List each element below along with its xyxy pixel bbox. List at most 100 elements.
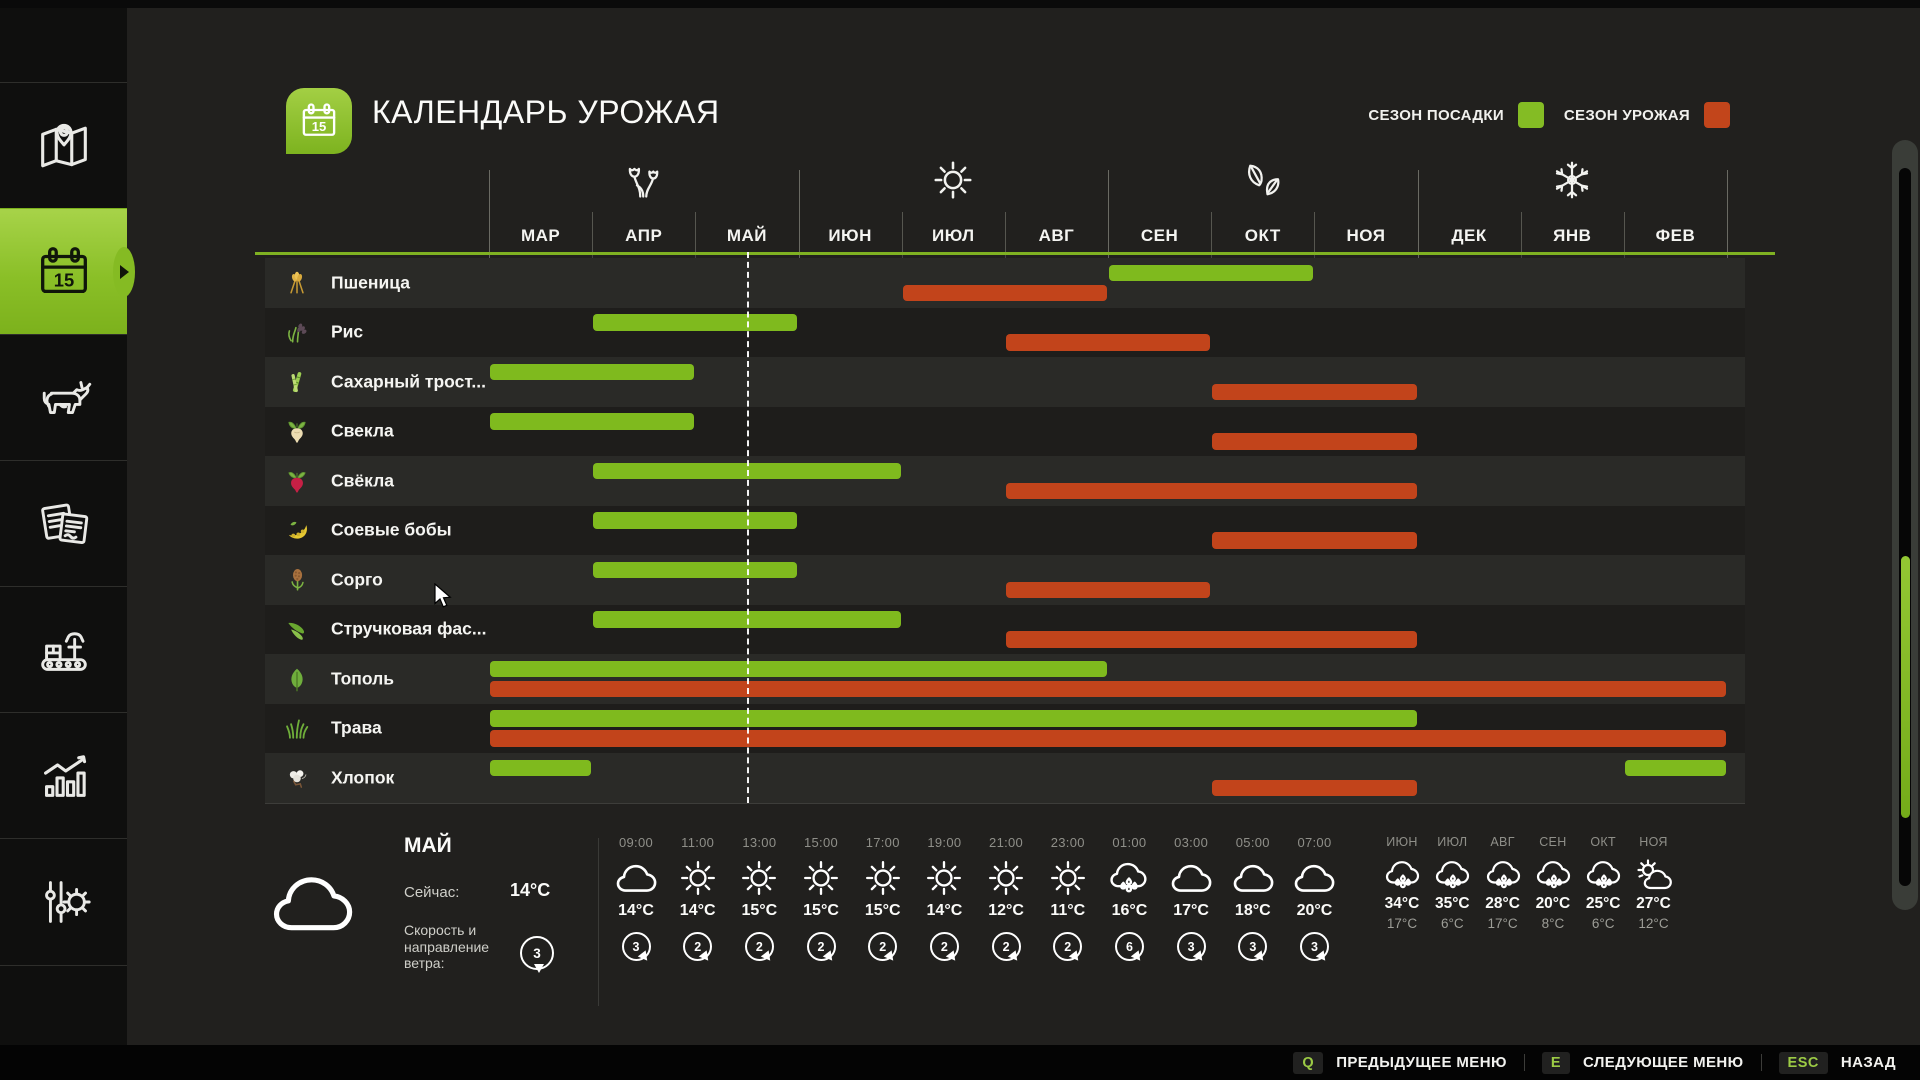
- monthly-forecast-ОКТ: ОКТ 25°C 6°C: [1577, 835, 1629, 931]
- forecast-icon-wrap: [674, 856, 722, 900]
- hourly-forecast-05:00: 05:00 18°C 3: [1223, 835, 1283, 961]
- wind-label: Скорость и направление ветра:: [404, 922, 490, 971]
- shortcut-divider: [1523, 1054, 1525, 1071]
- forecast-time: 19:00: [927, 835, 962, 850]
- crop-name: Пшеница: [331, 272, 410, 293]
- weather-panel: МАЙ Сейчас: 14°C Скорость и направление …: [0, 820, 1920, 1020]
- key-badge: ESC: [1778, 1051, 1828, 1074]
- forecast-temp: 17°C: [1173, 902, 1209, 919]
- cotton-icon: [284, 765, 310, 791]
- hourly-forecast-21:00: 21:00 12°C 2: [976, 835, 1036, 961]
- crop-name: Стручковая фас...: [331, 618, 487, 639]
- sidebar-item-map[interactable]: [0, 82, 127, 209]
- forecast-wind-badge: 3: [1176, 932, 1206, 961]
- forecast-wind-badge: 3: [621, 932, 651, 961]
- forecast-icon-wrap: [920, 856, 968, 900]
- forecast-time: 11:00: [681, 835, 715, 850]
- sidebar-item-production[interactable]: [0, 586, 127, 713]
- forecast-time: 13:00: [742, 835, 777, 850]
- sun-icon: [1044, 856, 1092, 900]
- shortcut-label: НАЗАД: [1840, 1054, 1896, 1071]
- shortcut-bar: Q ПРЕДЫДУЩЕЕ МЕНЮ E СЛЕДУЮЩЕЕ МЕНЮ ESC НАЗАД: [0, 1045, 1920, 1080]
- statistics-icon: [33, 745, 95, 807]
- rain-icon: [1431, 855, 1475, 895]
- sun-icon: [735, 856, 783, 900]
- crop-row-8[interactable]: Стручковая фас...: [265, 604, 1745, 654]
- beans-icon: [284, 616, 310, 642]
- forecast-time: 23:00: [1050, 835, 1085, 850]
- crop-row-3[interactable]: Сахарный трост...: [265, 357, 1745, 407]
- forecast-temp-max: 25°C: [1585, 895, 1621, 912]
- shortcut-e[interactable]: E СЛЕДУЮЩЕЕ МЕНЮ: [1541, 1051, 1744, 1074]
- crop-name: Трава: [331, 717, 382, 738]
- sun-icon: [797, 856, 845, 900]
- crop-row-5[interactable]: Свёкла: [265, 456, 1745, 506]
- forecast-temp-max: 28°C: [1485, 895, 1520, 912]
- hourly-forecast-17:00: 17:00 15°C 2: [853, 835, 913, 961]
- forecast-icon-wrap: [612, 856, 660, 900]
- forecast-icon-wrap: [1229, 856, 1277, 900]
- crop-name: Рис: [331, 321, 364, 342]
- forecast-wind-badge: 2: [683, 932, 713, 961]
- rain-icon: [1105, 856, 1153, 900]
- legend-planting-label: СЕЗОН ПОСАДКИ: [1368, 106, 1504, 124]
- monthly-forecast-АВГ: АВГ 28°C 17°C: [1477, 835, 1529, 931]
- grass-icon: [284, 715, 310, 741]
- forecast-temp-min: 17°C: [1487, 916, 1518, 931]
- sun-icon: [859, 856, 907, 900]
- monthly-forecast-ИЮН: ИЮН 34°C 17°C: [1376, 835, 1428, 931]
- forecast-wind-badge: 2: [929, 932, 959, 961]
- crop-row-7[interactable]: Сорго: [265, 555, 1745, 605]
- cloud-icon: [1167, 856, 1215, 900]
- forecast-wind-badge: 2: [806, 932, 836, 961]
- sidebar-item-statistics[interactable]: [0, 712, 127, 839]
- sun-icon: [982, 856, 1030, 900]
- shortcut-esc[interactable]: ESC НАЗАД: [1778, 1051, 1896, 1074]
- production-icon: [33, 619, 95, 681]
- forecast-time: 17:00: [865, 835, 900, 850]
- cow-icon: [33, 367, 95, 429]
- cloud-icon: [1229, 856, 1277, 900]
- sidebar-item-animals[interactable]: [0, 334, 127, 461]
- forecast-wind-badge: 2: [868, 932, 898, 961]
- map-icon: [33, 115, 95, 177]
- shortcut-q[interactable]: Q ПРЕДЫДУЩЕЕ МЕНЮ: [1293, 1051, 1507, 1074]
- crop-row-6[interactable]: Соевые бобы: [265, 505, 1745, 555]
- forecast-temp-min: 6°C: [1440, 916, 1464, 931]
- shortcut-label: ПРЕДЫДУЩЕЕ МЕНЮ: [1336, 1054, 1507, 1071]
- current-temperature: 14°C: [510, 880, 551, 900]
- page-title: КАЛЕНДАРЬ УРОЖАЯ: [372, 94, 720, 130]
- crop-row-2[interactable]: Рис: [265, 307, 1745, 357]
- sidebar-item-contracts[interactable]: [0, 460, 127, 587]
- forecast-wind-badge: 6: [1114, 932, 1144, 961]
- forecast-temp-max: 35°C: [1434, 895, 1470, 912]
- rain-icon: [1482, 855, 1526, 895]
- sun-icon: [674, 856, 722, 900]
- shortcut-divider: [1760, 1054, 1762, 1071]
- partly-sunny-icon: [1633, 855, 1677, 895]
- monthly-forecast-НОЯ: НОЯ 27°C 12°C: [1628, 835, 1680, 931]
- scrollbar-thumb[interactable]: [1900, 556, 1910, 818]
- forecast-time: 09:00: [618, 835, 654, 850]
- forecast-icon-wrap: [735, 856, 783, 900]
- hourly-forecast-09:00: 09:00 14°C 3: [606, 835, 666, 961]
- forecast-icon-wrap: [1532, 855, 1574, 893]
- forecast-temp-max: 34°C: [1384, 895, 1420, 912]
- crop-row-11[interactable]: Хлопок: [265, 753, 1745, 803]
- sidebar-item-harvest-calendar[interactable]: [0, 208, 135, 335]
- crop-row-4[interactable]: Свекла: [265, 406, 1745, 456]
- weather-divider: [598, 838, 599, 1006]
- crop-name: Хлопок: [331, 767, 395, 788]
- rice-icon: [284, 319, 310, 345]
- forecast-temp-min: 17°C: [1386, 916, 1418, 931]
- forecast-icon-wrap: [1290, 856, 1338, 900]
- current-weather-cloud-icon: [254, 860, 370, 946]
- crop-row-10[interactable]: Трава: [265, 703, 1745, 753]
- forecast-temp: 15°C: [803, 902, 839, 919]
- crop-row-9[interactable]: Тополь: [265, 654, 1745, 704]
- hourly-forecast-13:00: 13:00 15°C 2: [729, 835, 789, 961]
- forecast-time: 05:00: [1235, 835, 1270, 850]
- sidebar-item-settings[interactable]: [0, 838, 127, 966]
- crop-row-1[interactable]: Пшеница: [265, 258, 1745, 308]
